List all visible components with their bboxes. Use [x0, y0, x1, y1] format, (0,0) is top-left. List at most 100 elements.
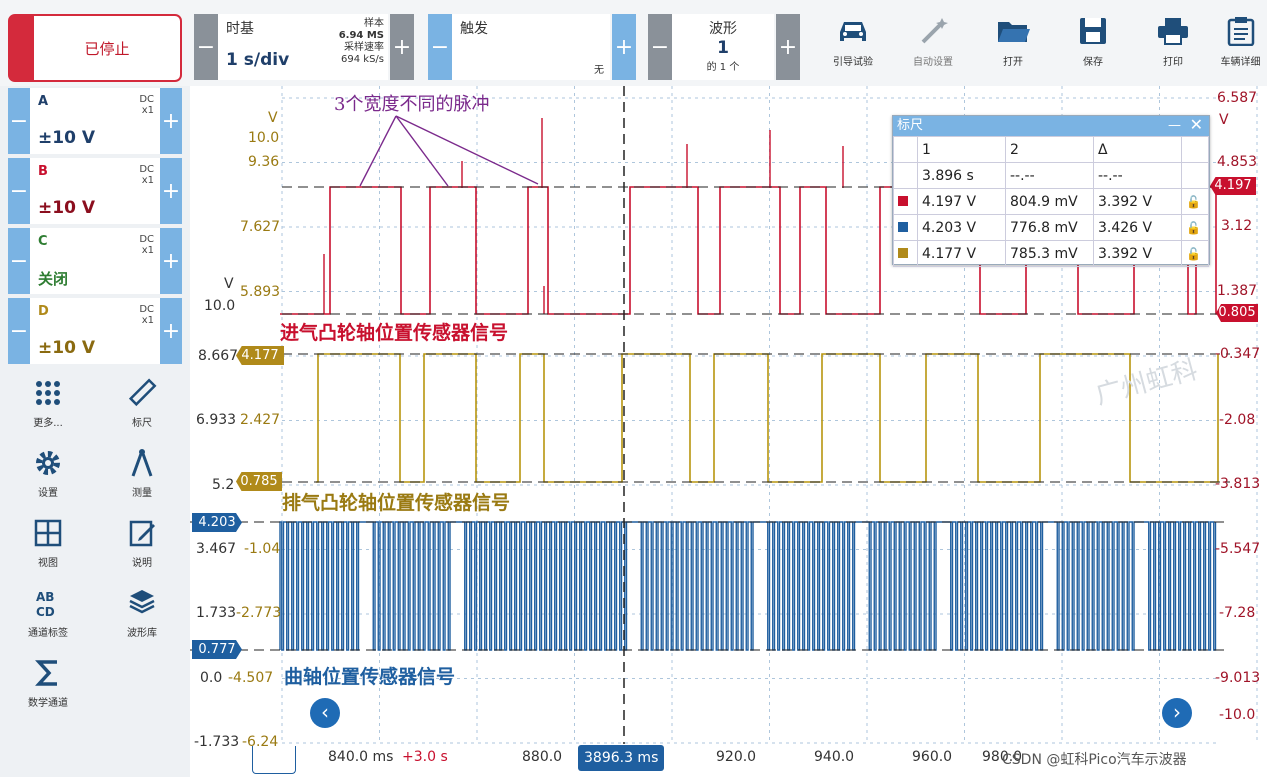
- marker-b-lower[interactable]: 0.805: [1216, 304, 1258, 322]
- left-tick-a0: 3.467: [196, 541, 237, 557]
- trigger-increase-button[interactable]: +: [612, 14, 636, 80]
- channel-c-probe: x1: [141, 245, 154, 256]
- notes-tool[interactable]: 说明: [102, 518, 182, 570]
- vehicle-details-button[interactable]: 车辆详细: [1214, 14, 1267, 76]
- ruler-d-v2: 785.3 mV: [1005, 240, 1094, 267]
- waveform-index: 1: [717, 38, 729, 58]
- annotation-arrow: [359, 115, 397, 187]
- left-tick-a2: 0.0: [200, 670, 223, 686]
- ruler-tool[interactable]: 标尺: [102, 378, 182, 430]
- right-tick-3: 1.387: [1217, 283, 1258, 299]
- waveform-next-button[interactable]: +: [776, 14, 800, 80]
- settings-tool-label: 设置: [38, 488, 58, 499]
- left-tick-b3: 5.893: [240, 284, 281, 300]
- clipboard-icon: [1227, 17, 1254, 46]
- scroll-right-button[interactable]: ›: [1162, 698, 1192, 728]
- lock-icon[interactable]: 🔓: [1181, 240, 1209, 267]
- waveform-library-tool[interactable]: 波形库: [102, 588, 182, 640]
- annotation-pulses: 3个宽度不同的脉冲: [334, 94, 490, 115]
- trigger-control[interactable]: 触发 无: [452, 14, 610, 80]
- ruler-time-row: 3.896 s --.-- --.--: [893, 162, 1209, 189]
- ruler-tool-label: 标尺: [132, 418, 152, 429]
- lock-icon[interactable]: 🔓: [1181, 188, 1209, 215]
- scroll-left-button[interactable]: ‹: [310, 698, 340, 728]
- ruler-panel[interactable]: 标尺 — ✕ 1 2 Δ 3.896 s --.-- --.-- 4.197 V: [892, 115, 1210, 267]
- right-tick-5: -2.08: [1219, 412, 1256, 428]
- channel-a-name: A: [38, 94, 49, 109]
- marker-b-upper[interactable]: 4.197: [1210, 177, 1256, 195]
- print-button[interactable]: 打印: [1134, 14, 1212, 76]
- view-tool-label: 视图: [38, 558, 58, 569]
- measure-tool[interactable]: 测量: [102, 448, 182, 500]
- channel-b-decrease-button[interactable]: −: [8, 158, 30, 224]
- close-icon[interactable]: ✕: [1189, 115, 1203, 134]
- vehicle-details-label: 车辆详细: [1220, 57, 1261, 68]
- auto-setup-button[interactable]: 自动设置: [894, 14, 972, 76]
- sigma-icon: [35, 660, 57, 686]
- ruler-time-2: --.--: [1005, 162, 1094, 189]
- timebase-increase-button[interactable]: +: [390, 14, 414, 80]
- caliper-icon: [131, 449, 153, 477]
- channel-b-increase-button[interactable]: +: [160, 158, 182, 224]
- channel-d-card[interactable]: − D DC x1 ±10 V +: [8, 298, 182, 364]
- view-tool[interactable]: 视图: [8, 518, 88, 570]
- channel-d-coupling: DC: [139, 304, 154, 315]
- time-cursor-label[interactable]: 3896.3 ms: [578, 745, 665, 771]
- timebase-decrease-button[interactable]: −: [194, 14, 218, 80]
- channel-labels-tool[interactable]: AB CD 通道标签: [8, 588, 88, 640]
- left-tick-d3: 5.2: [212, 477, 235, 493]
- channel-d-decrease-button[interactable]: −: [8, 298, 30, 364]
- ruler-row-b: 4.197 V 804.9 mV 3.392 V 🔓: [893, 188, 1209, 215]
- ruler-header-row: 1 2 Δ: [893, 136, 1209, 163]
- channel-c-card[interactable]: − C DC x1 关闭 +: [8, 228, 182, 294]
- run-stop-button[interactable]: 已停止: [8, 14, 182, 82]
- channel-labels-tool-label: 通道标签: [28, 628, 68, 639]
- channel-a-increase-button[interactable]: +: [160, 88, 182, 154]
- left-tick-d1: 8.667: [198, 348, 239, 364]
- minimize-icon[interactable]: —: [1168, 118, 1181, 133]
- marker-d-lower[interactable]: 0.785: [236, 472, 282, 491]
- trigger-decrease-button[interactable]: −: [428, 14, 452, 80]
- left-tick-a1: 1.733: [196, 605, 237, 621]
- channel-c-decrease-button[interactable]: −: [8, 228, 30, 294]
- guided-test-button[interactable]: 引导试验: [814, 14, 892, 76]
- channel-d-increase-button[interactable]: +: [160, 298, 182, 364]
- channel-a-probe: x1: [141, 105, 154, 116]
- channel-a-decrease-button[interactable]: −: [8, 88, 30, 154]
- channel-b-card[interactable]: − B DC x1 ±10 V +: [8, 158, 182, 224]
- marker-a-lower[interactable]: 0.777: [192, 640, 242, 659]
- save-button[interactable]: 保存: [1054, 14, 1132, 76]
- ruler-time-1: 3.896 s: [917, 162, 1006, 189]
- notes-icon: [129, 520, 155, 547]
- settings-tool[interactable]: 设置: [8, 448, 88, 500]
- timebase-label: 时基: [226, 21, 254, 37]
- right-tick-2: 3.12: [1221, 218, 1253, 234]
- lock-icon[interactable]: 🔓: [1181, 214, 1209, 241]
- channel-a-range: ±10 V: [38, 128, 95, 148]
- left-tick-b2: 7.627: [240, 219, 281, 235]
- annotation-intake: 进气凸轮轴位置传感器信号: [280, 322, 509, 344]
- time-tick-1: +3.0 s: [402, 749, 448, 765]
- open-label: 打开: [1003, 57, 1023, 68]
- ruler-panel-title: 标尺: [897, 118, 924, 133]
- math-channels-tool[interactable]: 数学通道: [8, 658, 88, 710]
- ruler-swatch-d: [898, 247, 908, 258]
- zoom-region-handle[interactable]: [252, 746, 296, 774]
- ruler-b-delta: 3.392 V: [1093, 188, 1182, 215]
- channel-a-card[interactable]: − A DC x1 ±10 V +: [8, 88, 182, 154]
- ruler-header-2: 2: [1005, 136, 1094, 163]
- open-button[interactable]: 打开: [974, 14, 1052, 76]
- time-tick-3: 920.0: [716, 749, 757, 765]
- channel-c-increase-button[interactable]: +: [160, 228, 182, 294]
- marker-a-upper[interactable]: 4.203: [192, 513, 242, 532]
- timebase-control[interactable]: 时基 1 s/div 样本 6.94 MS 采样速率 694 kS/s: [218, 14, 388, 80]
- samples-label: 样本: [364, 18, 384, 29]
- waveform-library-tool-label: 波形库: [127, 628, 157, 639]
- right-axis-unit: V: [1219, 112, 1229, 128]
- channel-b-probe: x1: [141, 175, 154, 186]
- marker-d-upper[interactable]: 4.177: [236, 346, 284, 365]
- waveform-prev-button[interactable]: −: [648, 14, 672, 80]
- left-axis-unit-d: V: [224, 276, 234, 292]
- ruler-swatch-a: [898, 221, 908, 232]
- more-tool[interactable]: 更多...: [8, 378, 88, 430]
